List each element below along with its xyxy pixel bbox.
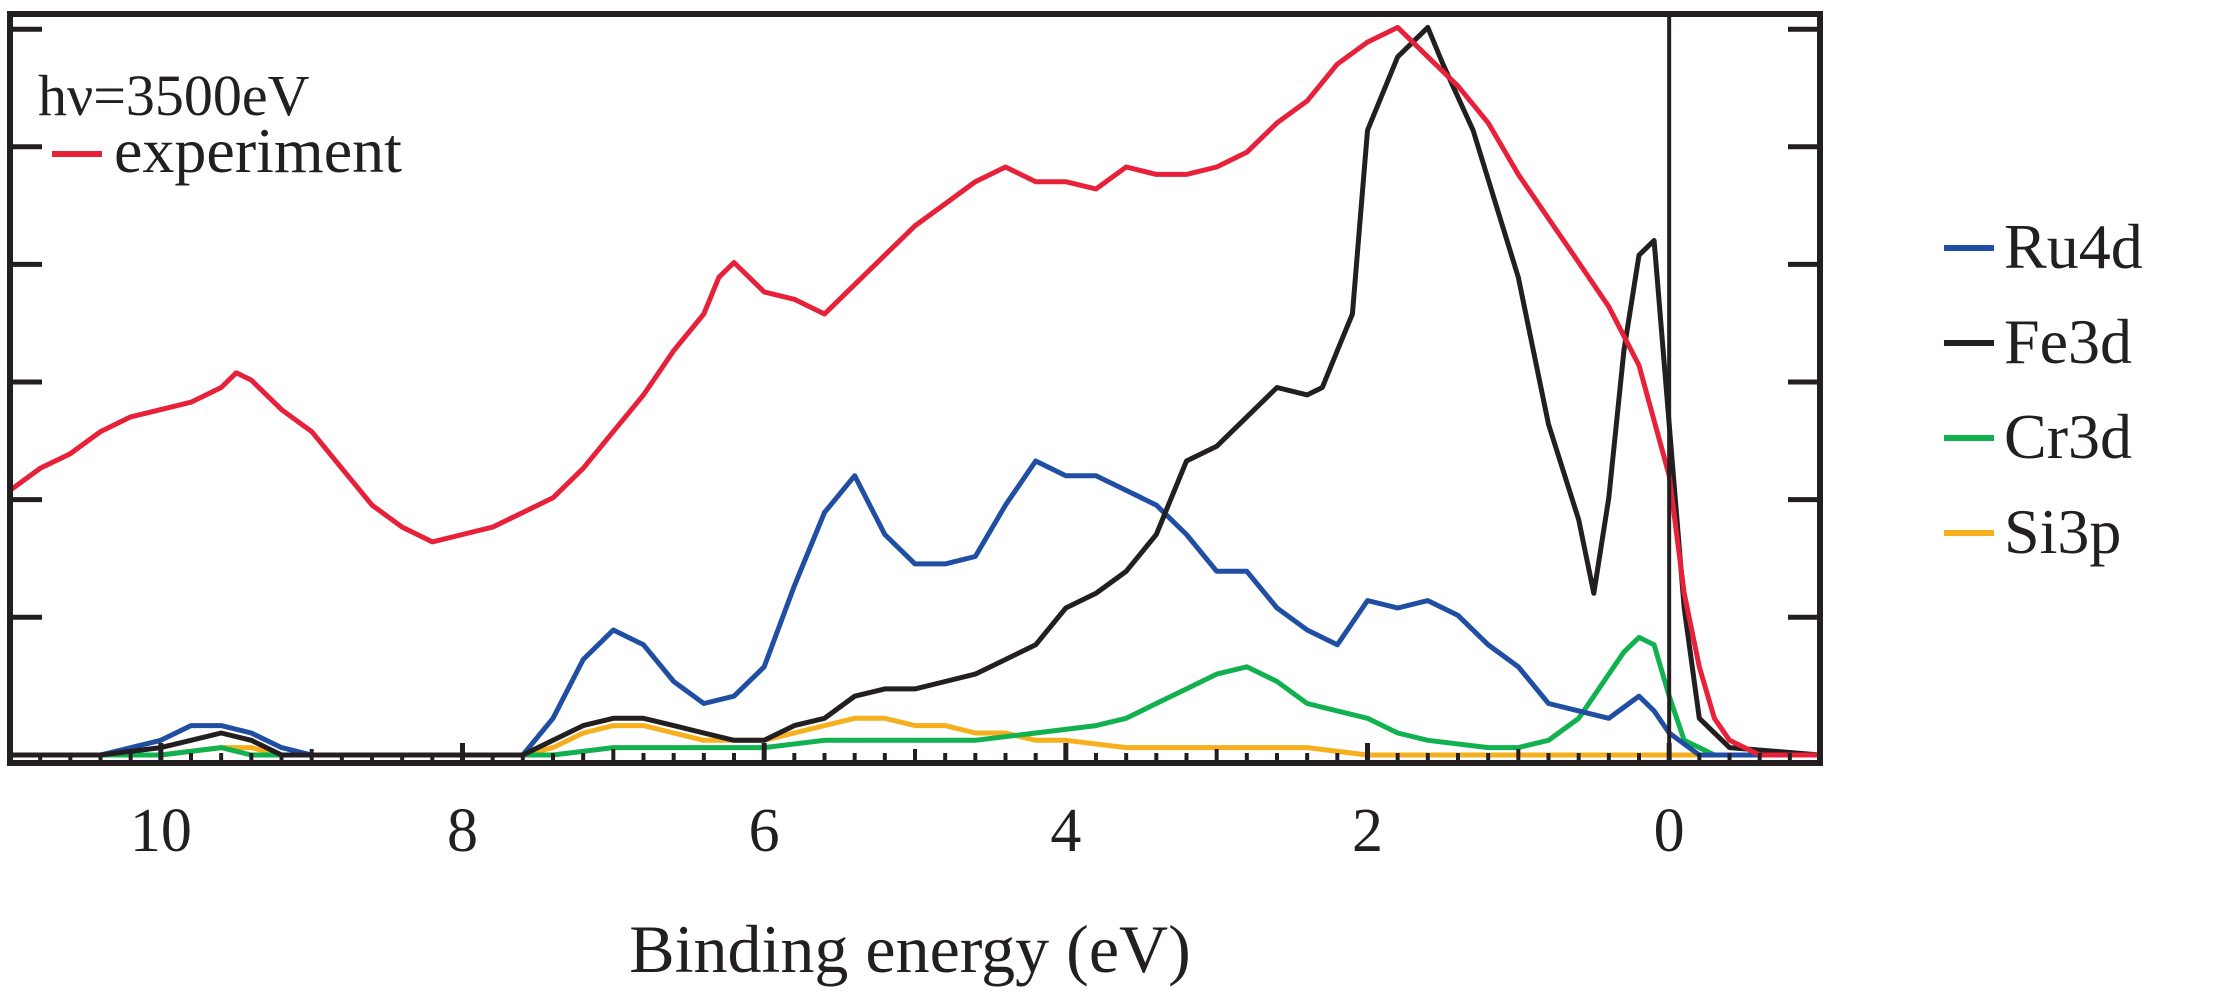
series-line-experiment	[7, 24, 1823, 758]
legend-label-si3p: Si3p	[2004, 496, 2121, 567]
x-tick-label: 8	[447, 797, 478, 865]
axis-ticks: 10 8 6 4 2 0	[8, 26, 1822, 865]
legend-label-fe3d: Fe3d	[2004, 306, 2132, 377]
series-line-ru4d	[7, 458, 1823, 758]
legend-label-experiment: experiment	[114, 115, 402, 186]
x-tick-label: 2	[1352, 797, 1383, 865]
legend-outside: Ru4d Fe3d Cr3d Si3p	[1944, 211, 2143, 567]
legend-label-ru4d: Ru4d	[2004, 211, 2143, 282]
x-axis-label: Binding energy (eV)	[629, 911, 1191, 987]
legend-label-cr3d: Cr3d	[2004, 401, 2132, 472]
photon-energy-annotation: hν=3500eV	[38, 63, 310, 128]
x-tick-label: 0	[1654, 797, 1685, 865]
legend-inner: experiment	[52, 115, 402, 186]
x-tick-label: 4	[1050, 797, 1081, 865]
x-tick-label: 6	[749, 797, 780, 865]
x-tick-label: 10	[130, 797, 192, 865]
series-line-cr3d	[7, 634, 1823, 758]
series-line-fe3d	[7, 24, 1823, 758]
